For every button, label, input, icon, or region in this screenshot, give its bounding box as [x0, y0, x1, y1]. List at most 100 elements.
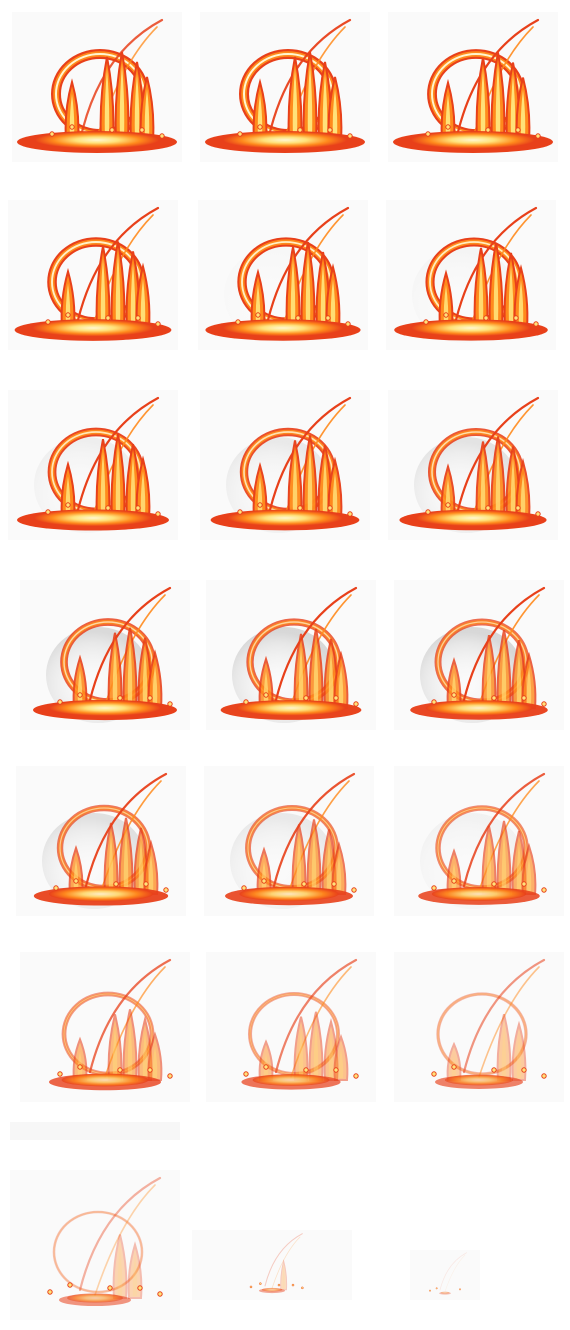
flame-tongue [446, 1041, 462, 1081]
flame-tongue-core [520, 473, 526, 516]
ember [243, 1071, 249, 1077]
flame-arc-streak [88, 586, 172, 702]
flame-arc-streak [290, 966, 352, 1078]
fire-pool [431, 887, 527, 901]
flame-tongue-core [130, 456, 136, 516]
sprite-frame [8, 390, 178, 540]
fire-burst-sprite [49, 958, 173, 1091]
sprite-frame [388, 12, 558, 162]
flame-tongue-core [516, 652, 522, 706]
fire-ring-mid [248, 992, 340, 1076]
ember [261, 878, 267, 884]
sprite-frame [192, 1230, 352, 1300]
flame-tongue-core [115, 446, 121, 516]
ember [147, 1067, 153, 1073]
fire-pool [440, 1291, 450, 1294]
ember [263, 1064, 269, 1070]
flame-tongue-core [326, 841, 332, 892]
flame-arc-streak [80, 18, 164, 134]
flame-tongue [496, 1013, 512, 1081]
fire-ring-core [249, 993, 339, 1075]
flame-tongue-core [142, 649, 148, 706]
ember [47, 1289, 53, 1295]
fire-burst-sprite [47, 1176, 163, 1307]
ember [331, 881, 337, 887]
ember [237, 131, 243, 137]
ember [167, 1073, 173, 1079]
flame-tongue-core [520, 89, 526, 138]
fire-pool [222, 319, 344, 337]
flame-tongue-core [112, 1026, 118, 1078]
ember [241, 885, 247, 891]
flame-tongue-core [478, 260, 484, 326]
ember [485, 505, 491, 511]
flame-tongue-core [508, 265, 514, 326]
flame-arc-streak [78, 1176, 162, 1292]
flame-tongue-core [332, 89, 338, 138]
ember [157, 1291, 163, 1297]
fire-ring-core [437, 993, 527, 1075]
flame-arc-streak [266, 206, 350, 322]
ember [431, 699, 437, 705]
ember [521, 695, 527, 701]
ember [351, 887, 357, 893]
fire-pool [411, 319, 531, 337]
flame-tongue [280, 1259, 288, 1291]
flame-tongue-core [138, 840, 144, 892]
fire-pool [236, 700, 346, 716]
flame-tongue-core [73, 860, 79, 892]
flame-tongue-core [117, 1246, 123, 1296]
sprite-frame [386, 200, 556, 350]
flame-tongue-core [144, 89, 150, 138]
flame-tongue-core [501, 833, 507, 892]
fire-pool [35, 131, 159, 149]
ember [65, 502, 71, 508]
ember [291, 1283, 295, 1287]
flame-tongue-core [292, 69, 298, 138]
flame-tongue-core [510, 74, 516, 138]
ember [435, 1287, 438, 1290]
ember [301, 1286, 304, 1290]
fire-pool [227, 509, 343, 527]
fire-burst-sprite [33, 586, 177, 723]
sprite-frame [206, 580, 376, 730]
ember [535, 511, 541, 517]
ember [277, 1283, 281, 1287]
flame-tongue-core [130, 263, 136, 326]
flame-arc-streak [478, 966, 540, 1078]
flame-tongue-core [480, 453, 486, 516]
ember [327, 505, 333, 511]
ember [347, 511, 353, 517]
flame-tongue [72, 1036, 88, 1081]
ember [255, 312, 261, 318]
ember [445, 502, 451, 508]
flame-tongue-core [311, 831, 317, 892]
flame-tongue-core [296, 836, 302, 892]
ember [431, 885, 437, 891]
ember [451, 1064, 457, 1070]
ember [67, 1282, 73, 1288]
flame-arc-streak [271, 1236, 301, 1289]
ember [459, 1288, 461, 1291]
ember [303, 1067, 309, 1073]
flame-tongue-core [307, 64, 313, 138]
ember [451, 692, 457, 698]
flame-arc-streak [454, 206, 538, 322]
ember [333, 695, 339, 701]
ember [327, 127, 333, 133]
ember [77, 692, 83, 698]
ember [45, 319, 51, 325]
flame-tongue-core [495, 64, 501, 138]
ember [73, 878, 79, 884]
flame-tongue-core [282, 1266, 285, 1289]
flame-arc-streak [272, 772, 356, 888]
ember [77, 1064, 83, 1070]
fire-ring-core [53, 1211, 143, 1293]
flame-tongue-core [336, 856, 342, 892]
flame-tongue [112, 1234, 128, 1299]
flame-tongue-core [451, 672, 457, 706]
ember [155, 511, 161, 517]
separator-strip [10, 1122, 180, 1140]
ember [249, 1285, 253, 1289]
ember [257, 502, 263, 508]
